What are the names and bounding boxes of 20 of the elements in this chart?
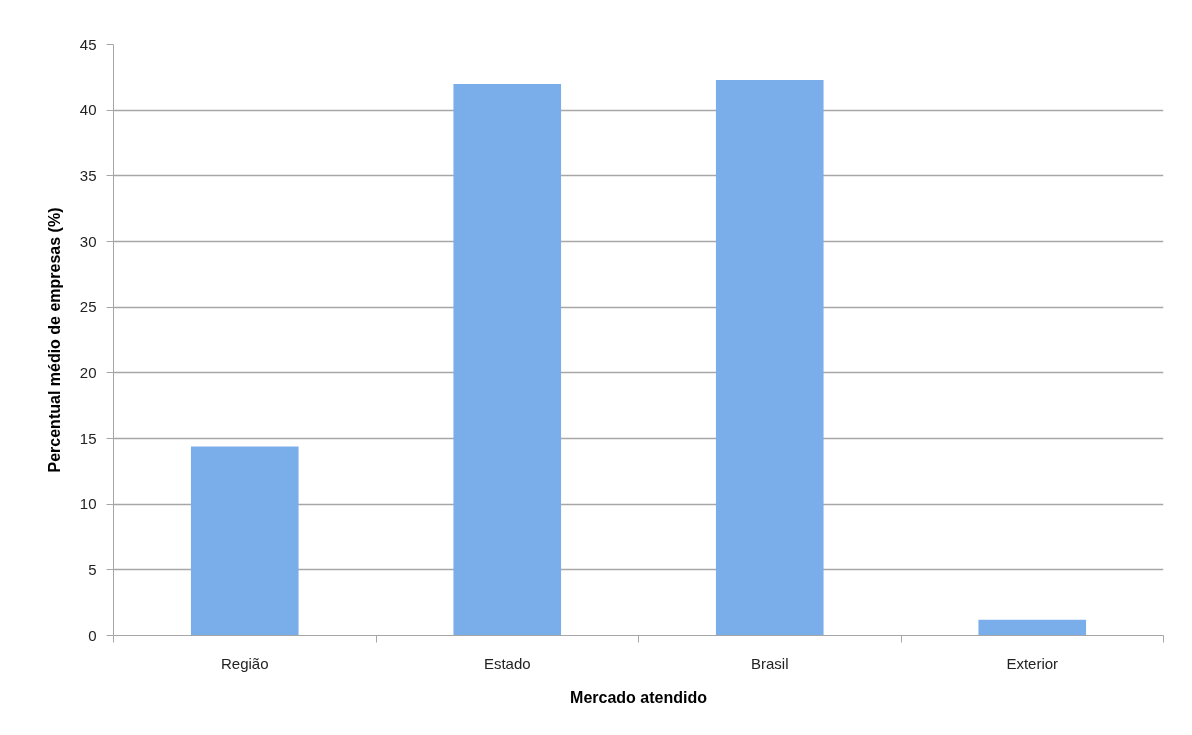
y-tick-label: 30 (79, 232, 97, 250)
y-tick-label: 10 (79, 495, 97, 513)
bar (453, 83, 562, 636)
y-tick-label: 40 (79, 101, 97, 119)
y-tick-label: 35 (79, 166, 97, 184)
bar (715, 79, 824, 636)
bar (978, 619, 1087, 636)
y-tick-label: 25 (79, 298, 97, 316)
x-tick-label: Região (220, 654, 269, 672)
y-tick-label: 15 (79, 429, 97, 447)
x-tick-label: Brasil (751, 654, 789, 672)
y-tick-label: 20 (79, 363, 97, 381)
x-tick-label: Exterior (1006, 654, 1059, 672)
y-tick-label: 45 (79, 35, 97, 53)
y-tick-label: 0 (88, 626, 97, 644)
x-axis-title: Mercado atendido (570, 688, 708, 706)
x-tick-label: Estado (483, 654, 531, 672)
y-tick-label: 5 (88, 560, 97, 578)
y-axis-title: Percentual médio de empresas (%) (45, 207, 63, 473)
bar (190, 446, 299, 636)
